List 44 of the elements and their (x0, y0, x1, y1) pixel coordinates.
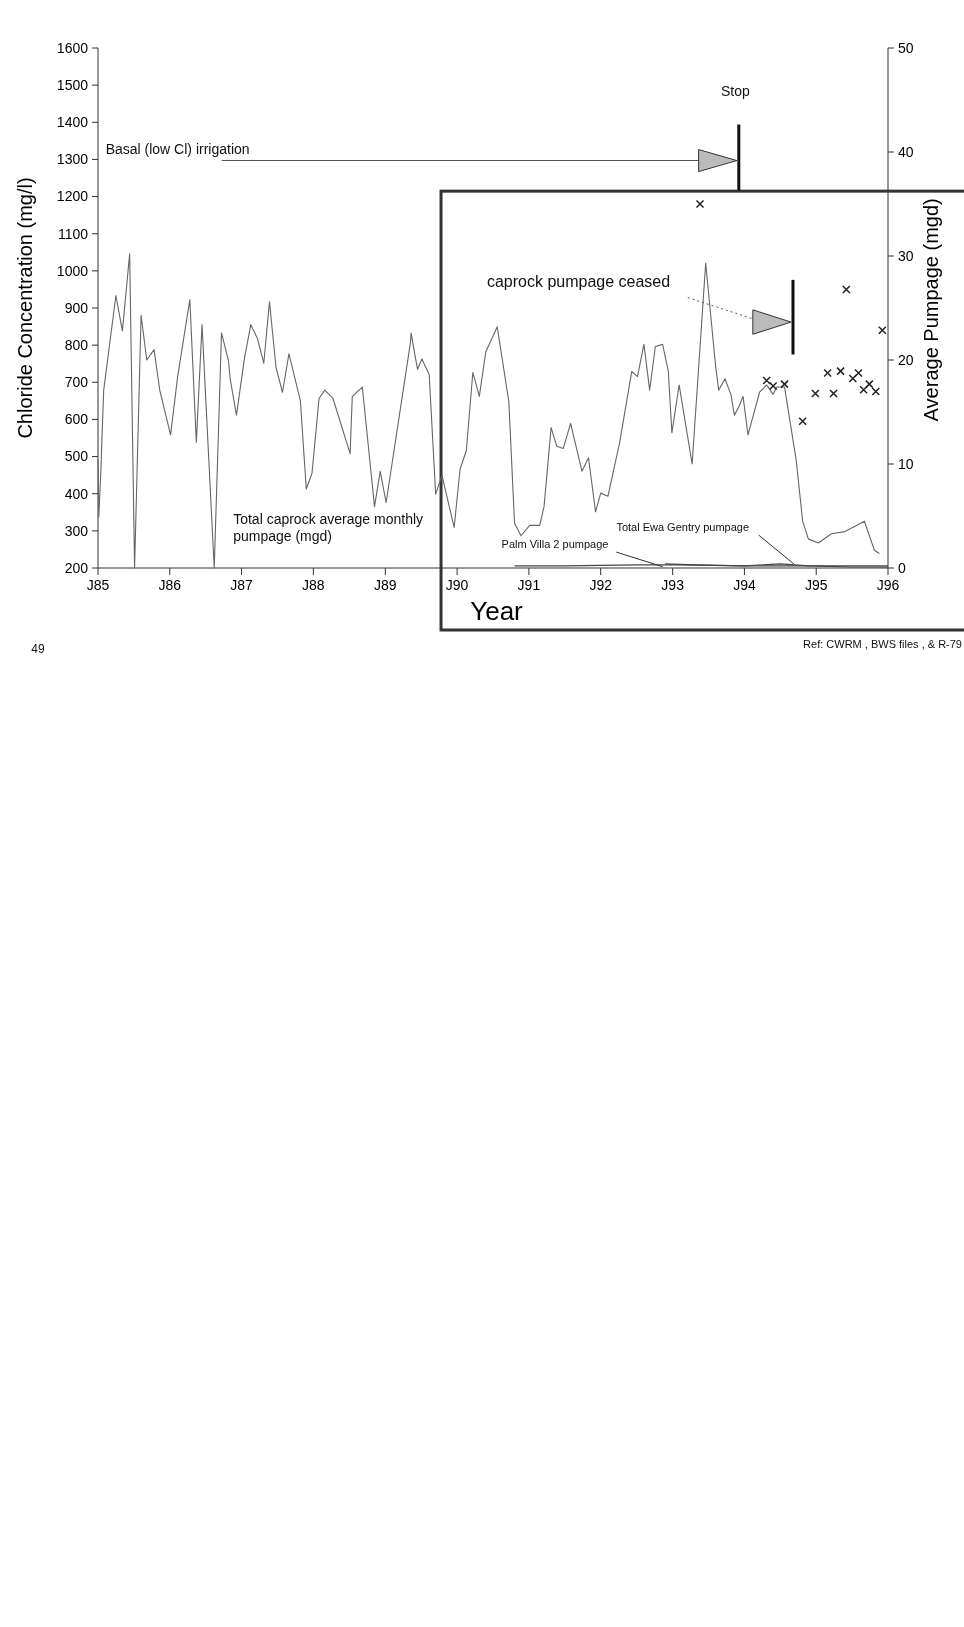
y-tick-label: 1500 (56, 77, 89, 94)
x-tick-label: J95 (804, 577, 828, 593)
y-tick-label: 1100 (57, 225, 89, 242)
x-tick-label: J87 (230, 577, 254, 593)
text: Ref: CWRM , BWS files , & R-79 (803, 638, 962, 650)
annotation: Stop (720, 82, 750, 99)
annotation: Basal (low Cl) irrigation (105, 141, 250, 158)
y2-tick-label: 0 (898, 559, 906, 576)
x-tick-label: J93 (661, 577, 685, 593)
y-tick-label: 1600 (56, 39, 89, 56)
y-tick-label: 800 (64, 337, 89, 354)
annotation: caprock pumpage ceased (486, 272, 671, 290)
x-tick-label: J92 (589, 577, 613, 593)
y-tick-label: 300 (64, 522, 89, 539)
series-label: Palm Villa 2 pumpage (501, 538, 609, 551)
x-tick-label: J85 (86, 577, 110, 593)
y-tick-label: 700 (64, 374, 89, 391)
y2-axis-title: Average Pumpage (mgd) (920, 198, 942, 422)
x-tick-label: J91 (517, 577, 541, 593)
y2-tick-label: 40 (898, 143, 914, 160)
x-tick-label: J88 (302, 577, 325, 593)
text: 49 (31, 642, 45, 656)
y-axis-title: Chloride Concentration (mg/l) (14, 177, 36, 439)
x-tick-label: J96 (876, 577, 900, 593)
y-tick-label: 1400 (56, 114, 89, 131)
y-tick-label: 1000 (56, 262, 89, 279)
y-tick-label: 400 (64, 485, 89, 502)
series-label: Total caprock average monthly pumpage (mgd) (233, 510, 424, 544)
text: Total Ewa Gentry pumpage (616, 521, 750, 534)
x-tick-label: J94 (733, 577, 756, 593)
y-tick-label: 500 (64, 448, 89, 465)
y-tick-label: 1200 (56, 188, 89, 205)
y-tick-label: 600 (64, 411, 89, 428)
y-tick-label: 900 (64, 299, 89, 316)
x-tick-label: J89 (374, 577, 397, 593)
y-tick-label: 1300 (56, 151, 89, 168)
y-tick-label: 200 (64, 559, 89, 576)
y2-tick-label: 20 (898, 351, 914, 368)
x-tick-label: J90 (445, 577, 469, 593)
y2-tick-label: 30 (898, 247, 914, 264)
x-axis-title: Year (470, 596, 524, 626)
y2-tick-label: 10 (898, 455, 914, 472)
x-tick-label: J86 (158, 577, 182, 593)
y2-tick-label: 50 (898, 39, 914, 56)
